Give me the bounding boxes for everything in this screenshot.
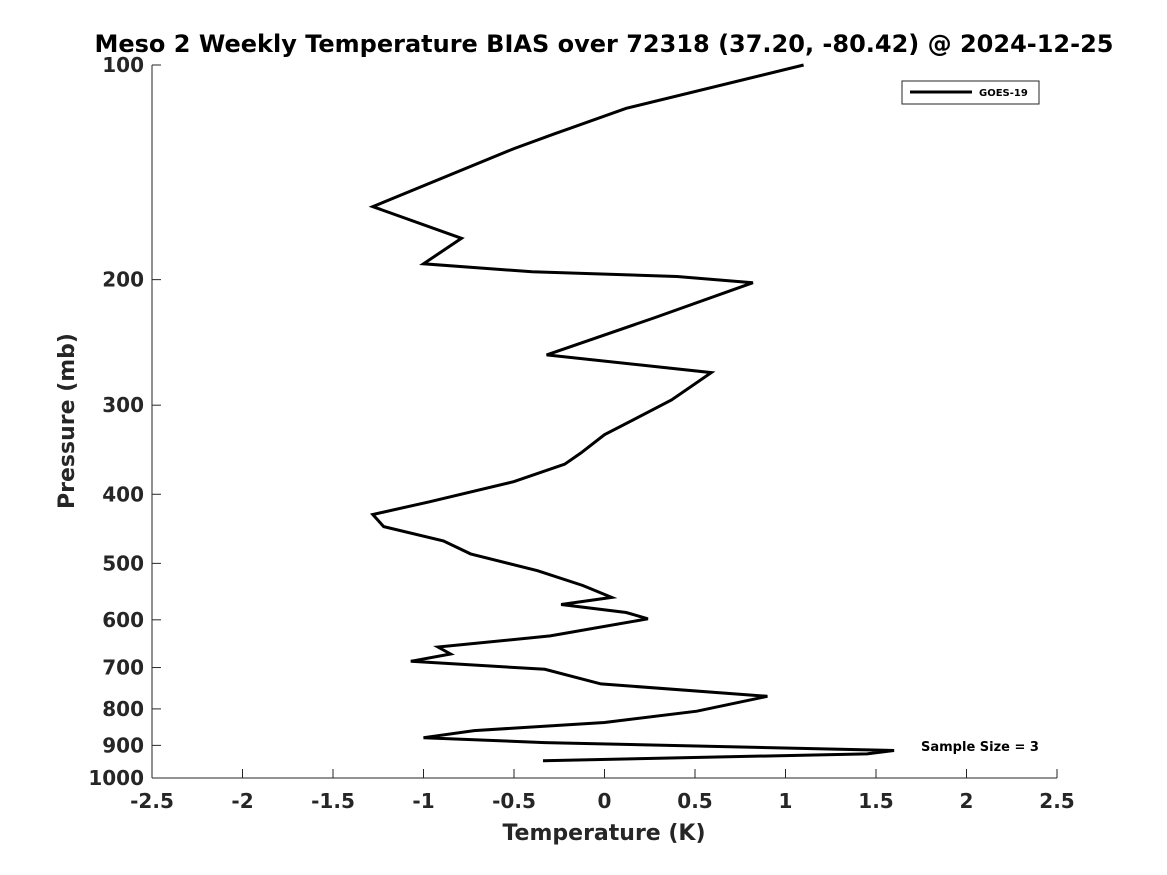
plot-area bbox=[151, 65, 1057, 779]
x-tick-label: 2.5 bbox=[1039, 789, 1074, 813]
chart-title: Meso 2 Weekly Temperature BIAS over 7231… bbox=[94, 30, 1113, 58]
y-tick-label: 600 bbox=[102, 608, 144, 632]
x-tick-label: 1 bbox=[779, 789, 793, 813]
x-tick-label: -2 bbox=[231, 789, 253, 813]
sample-size-annotation: Sample Size = 3 bbox=[921, 740, 1039, 755]
x-tick-label: 0 bbox=[598, 789, 612, 813]
y-tick-label: 800 bbox=[102, 697, 144, 721]
x-tick-label: -0.5 bbox=[492, 789, 536, 813]
y-axis-label: Pressure (mb) bbox=[55, 333, 80, 509]
y-tick-label: 900 bbox=[102, 733, 144, 757]
y-tick-label: 700 bbox=[102, 656, 144, 680]
x-tick-label: 2 bbox=[960, 789, 974, 813]
legend: GOES-19 bbox=[901, 80, 1040, 105]
series-line-goes-19 bbox=[368, 63, 895, 763]
x-tick-label: 0.5 bbox=[677, 789, 712, 813]
y-ticks: 100 200 300 400 500 600 700 800 900 1000 bbox=[88, 53, 161, 790]
x-ticks: -2.5 -2 -1.5 -1 -0.5 0 0.5 1 1.5 2 2.5 bbox=[130, 769, 1075, 813]
y-tick-label: 500 bbox=[102, 551, 144, 575]
legend-label-goes-19: GOES-19 bbox=[979, 88, 1028, 99]
y-tick-label: 1000 bbox=[88, 766, 144, 790]
y-tick-label: 200 bbox=[102, 268, 144, 292]
y-tick-label: 100 bbox=[102, 53, 144, 77]
x-tick-label: 1.5 bbox=[858, 789, 893, 813]
y-tick-label: 400 bbox=[102, 482, 144, 506]
x-tick-label: -2.5 bbox=[130, 789, 174, 813]
x-tick-label: -1.5 bbox=[311, 789, 355, 813]
y-tick-label: 300 bbox=[102, 393, 144, 417]
series-layer bbox=[368, 63, 895, 763]
x-axis-label: Temperature (K) bbox=[502, 821, 705, 846]
x-tick-label: -1 bbox=[412, 789, 434, 813]
